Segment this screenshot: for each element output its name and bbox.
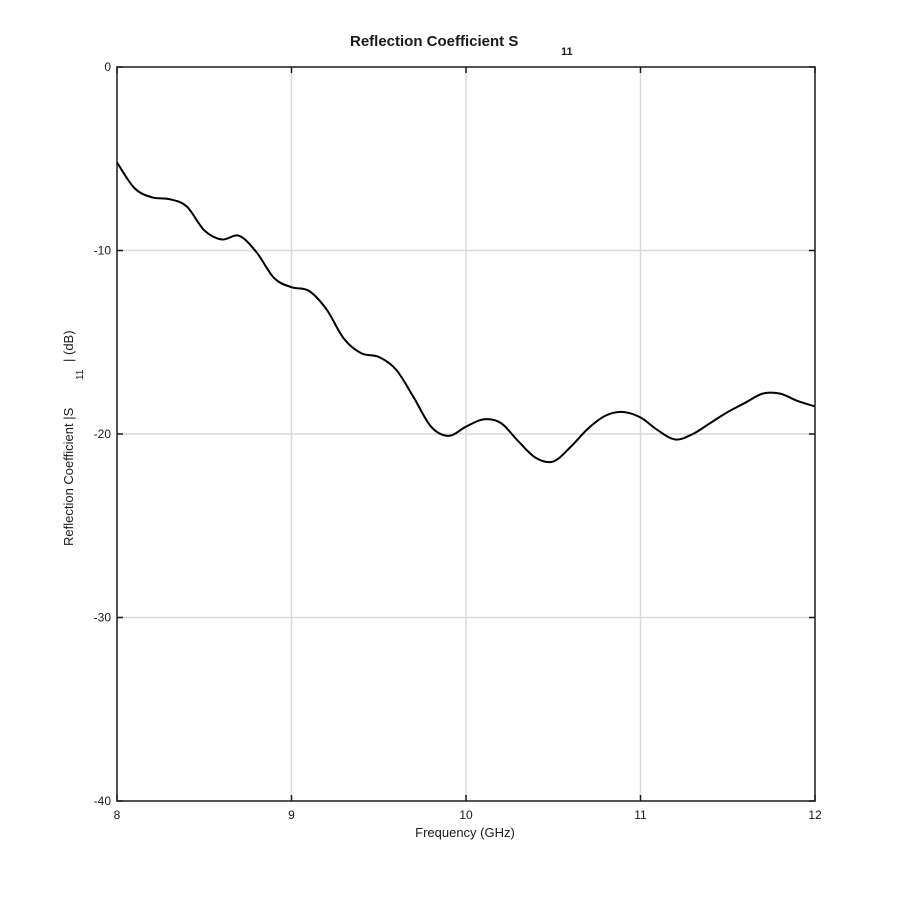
y-axis-label-prefix: Reflection Coefficient |S (61, 407, 76, 546)
x-tick-label: 9 (288, 808, 295, 822)
x-tick-label: 12 (808, 808, 822, 822)
y-tick-label: 0 (104, 60, 111, 74)
x-tick-label: 11 (634, 808, 647, 822)
y-tick-label: -30 (94, 611, 112, 625)
chart-title: Reflection Coefficient S (350, 33, 518, 50)
y-axis-label-suffix: | (dB) (61, 330, 76, 362)
x-tick-label: 8 (114, 808, 121, 822)
y-axis-label-subscript: 11 (75, 369, 86, 380)
x-axis-label: Frequency (GHz) (415, 825, 515, 840)
chart-title-subscript: 11 (561, 46, 573, 58)
y-tick-label: -10 (94, 244, 112, 258)
grid-lines (117, 67, 815, 801)
y-axis-label: Reflection Coefficient |S 11 | (dB) (61, 330, 86, 546)
y-tick-label: -40 (94, 794, 112, 808)
s11-line (116, 161, 816, 464)
x-tick-label: 10 (459, 808, 473, 822)
series-layer (116, 161, 816, 464)
y-tick-label: -20 (94, 427, 112, 441)
axis-ticks: 8 9 10 11 12 0 -10 -20 -30 -40 (94, 60, 822, 822)
